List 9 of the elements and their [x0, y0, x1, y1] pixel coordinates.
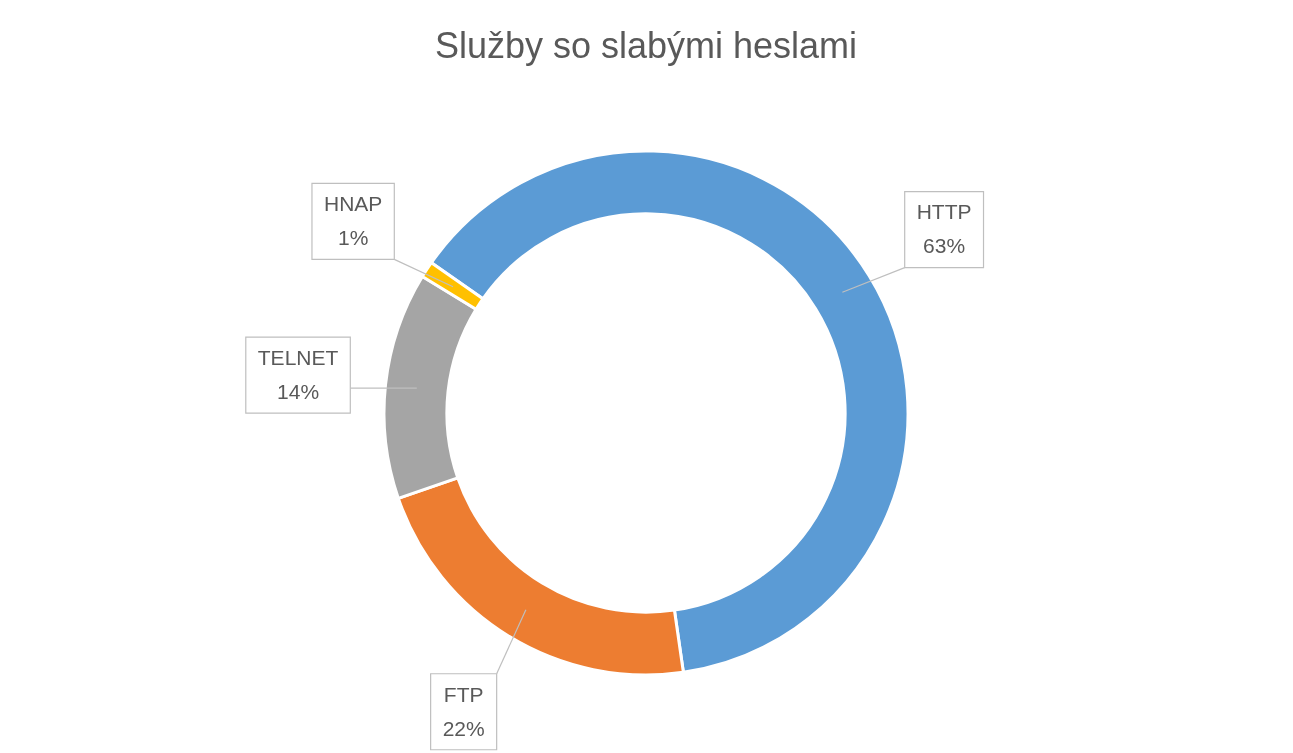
data-label: 22%: [442, 716, 485, 740]
data-label: 14%: [277, 380, 320, 403]
data-label: 1%: [337, 226, 369, 250]
chart-title: Služby so slabými heslami: [434, 24, 858, 66]
slice-label: TELNET: [257, 346, 339, 369]
slice-label: HNAP: [323, 192, 383, 216]
data-label: 63%: [923, 234, 966, 258]
slice-label: HTTP: [916, 200, 972, 224]
slice-label: FTP: [443, 682, 484, 706]
